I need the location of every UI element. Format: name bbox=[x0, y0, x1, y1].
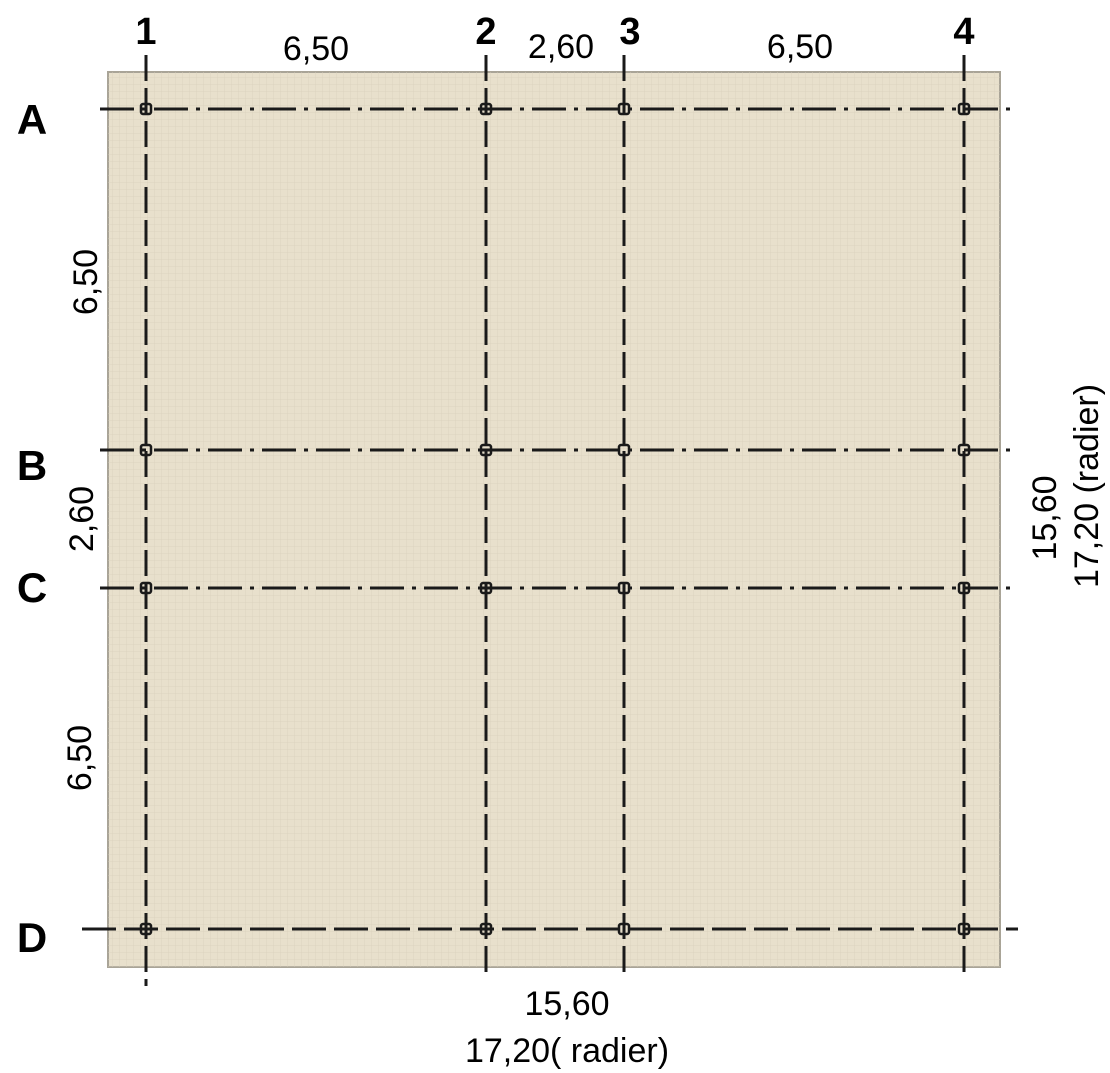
axis-label-row-a: A bbox=[17, 96, 47, 143]
dim-right-radier: 17,20 (radier) bbox=[1068, 384, 1106, 588]
axis-label-row-c: C bbox=[17, 564, 47, 611]
axis-label-row-b: B bbox=[17, 442, 47, 489]
node-a4 bbox=[957, 102, 971, 116]
dim-right-total: 15,60 bbox=[1026, 475, 1064, 560]
axis-label-col-2: 2 bbox=[475, 11, 496, 53]
node-b1 bbox=[139, 443, 153, 457]
slab-texture bbox=[108, 72, 1000, 967]
node-d2 bbox=[479, 922, 493, 936]
node-c1 bbox=[139, 581, 153, 595]
node-d4 bbox=[957, 922, 971, 936]
node-c2 bbox=[479, 581, 493, 595]
axis-label-col-1: 1 bbox=[135, 11, 156, 53]
dim-bottom-radier: 17,20( radier) bbox=[465, 1032, 669, 1070]
dim-left-span-1: 6,50 bbox=[67, 249, 105, 315]
node-b3 bbox=[617, 443, 631, 457]
dim-top-span-1: 6,50 bbox=[283, 30, 349, 68]
column-nodes bbox=[139, 102, 971, 936]
node-b2 bbox=[479, 443, 493, 457]
dim-left-span-3: 6,50 bbox=[61, 725, 99, 791]
dim-left-span-2: 2,60 bbox=[63, 486, 101, 552]
axis-label-row-d: D bbox=[17, 914, 47, 961]
dim-top-span-3: 6,50 bbox=[767, 28, 833, 66]
axis-label-col-3: 3 bbox=[619, 11, 640, 53]
node-c3 bbox=[617, 581, 631, 595]
node-a1 bbox=[139, 102, 153, 116]
node-a2 bbox=[479, 102, 493, 116]
dim-bottom-total: 15,60 bbox=[524, 985, 609, 1023]
node-b4 bbox=[957, 443, 971, 457]
axis-label-col-4: 4 bbox=[953, 11, 974, 53]
node-d1 bbox=[139, 922, 153, 936]
node-d3 bbox=[617, 922, 631, 936]
dim-top-span-2: 2,60 bbox=[528, 28, 594, 66]
node-c4 bbox=[957, 581, 971, 595]
node-a3 bbox=[617, 102, 631, 116]
